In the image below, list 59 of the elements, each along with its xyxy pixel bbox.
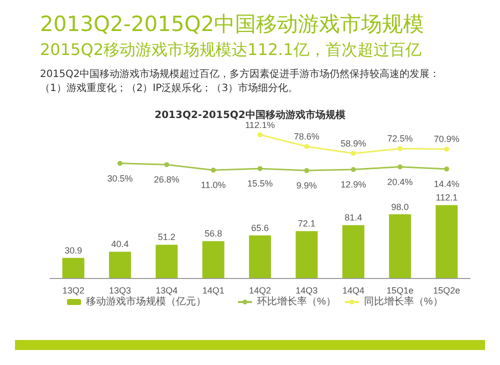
bar (249, 235, 271, 278)
x-tick-label: 13Q3 (108, 286, 132, 296)
point (398, 146, 402, 152)
data-label: 20.4% (387, 176, 413, 187)
data-label: 72.5% (387, 134, 413, 144)
data-label: 14.4% (434, 178, 460, 189)
data-label: 11.0% (200, 180, 226, 190)
bar (156, 244, 178, 278)
bar (436, 205, 458, 278)
bar (109, 252, 131, 278)
point (444, 166, 450, 172)
data-label: 81.4 (344, 212, 362, 223)
text: 2015Q2中国移动游戏市场规模超过百亿，多方因素促进手游市场仍然保持较高速的发展：（1）游戏重度化；（2）IP泛娱乐化；（3）市场细分化。 (40, 68, 441, 96)
point (398, 164, 402, 170)
data-label: 9.9% (296, 180, 317, 191)
data-label: 30.5% (107, 173, 133, 184)
point (350, 166, 356, 172)
point (304, 144, 310, 149)
data-label: 15.5% (247, 178, 273, 189)
x-tick-label: 13Q4 (156, 286, 178, 296)
bar (389, 214, 411, 278)
legend-label: 同比增长率（%） (364, 296, 443, 308)
x-tick-label: 14Q3 (296, 286, 318, 296)
point (304, 168, 310, 174)
data-label: 112.1 (436, 192, 458, 203)
data-label: 70.9% (434, 134, 460, 144)
data-label: 40.4 (111, 239, 129, 250)
x-tick-label: 15Q2e (433, 286, 460, 296)
x-tick-label: 14Q1 (202, 286, 224, 296)
data-label: 72.1 (298, 218, 316, 229)
point (210, 168, 216, 173)
point (258, 132, 262, 138)
data-label: 65.6 (251, 222, 269, 233)
data-label: 78.6% (294, 131, 320, 142)
point (350, 150, 356, 156)
x-tick-label: 15Q1e (386, 286, 414, 296)
point (164, 162, 170, 168)
data-label: 98.0 (391, 202, 409, 212)
chart-subtitle: 2015Q2移动游戏市场规模达112.1亿，首次超过百亿 (40, 40, 422, 61)
data-label: 12.9% (340, 179, 366, 190)
data-label: 30.9 (64, 245, 82, 256)
bar (296, 231, 318, 278)
point (118, 160, 122, 166)
legend-label: 移动游戏市场规模（亿元） (86, 296, 206, 308)
point (444, 146, 450, 152)
data-label: 26.8% (154, 174, 180, 185)
x-tick-label: 13Q2 (62, 286, 84, 296)
data-label: 51.2 (158, 232, 176, 242)
text: 2013Q2-2015Q2中国移动游戏市场规模 (154, 108, 346, 122)
bar (202, 241, 224, 278)
chart-title: 2013Q2-2015Q2中国移动游戏市场规模 (40, 11, 424, 38)
x-tick-label: 14Q2 (248, 286, 272, 296)
point (258, 166, 262, 172)
data-label: 56.8 (204, 228, 222, 239)
x-tick-label: 14Q4 (342, 286, 364, 296)
bar (62, 258, 84, 278)
legend-label: 环比增长率（%） (257, 296, 336, 308)
data-label: 58.9% (340, 138, 366, 148)
bar (342, 225, 364, 278)
